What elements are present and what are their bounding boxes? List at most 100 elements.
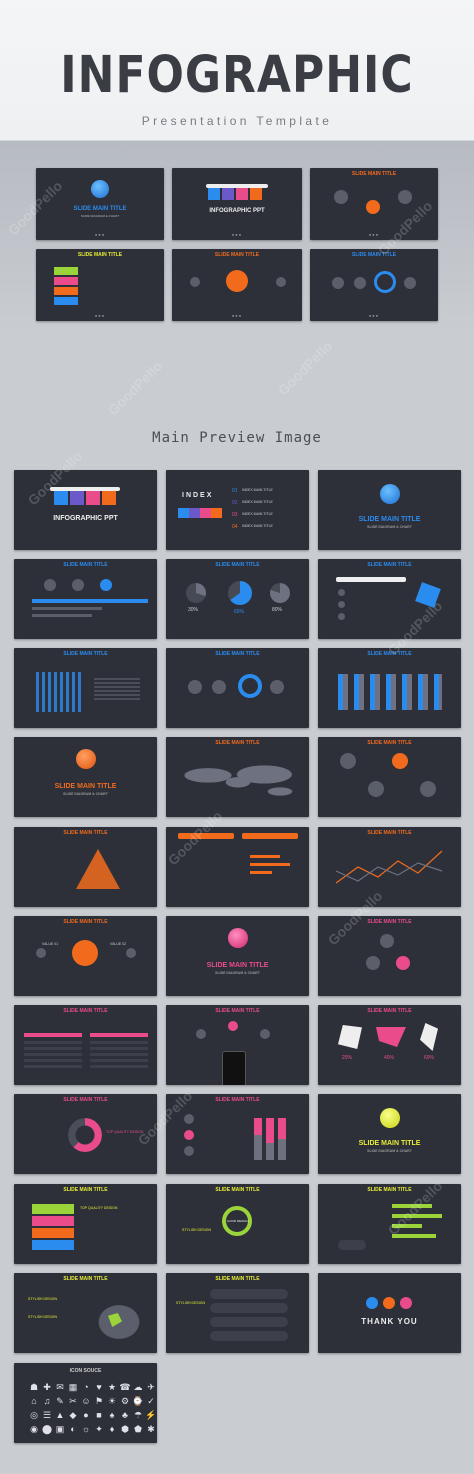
source-icon: ☀	[107, 1396, 117, 1406]
source-icon: ✱	[147, 1424, 155, 1434]
slide-title: INFOGRAPHIC PPT	[53, 515, 118, 522]
source-icon: ☰	[42, 1410, 52, 1420]
source-icon: ✓	[147, 1396, 155, 1406]
source-icon: ⌚	[132, 1396, 144, 1406]
source-icon: ♫	[43, 1396, 51, 1406]
preview-slide-3[interactable]: SLIDE MAIN TITLE SLIDE DIAGRAM & CHART	[318, 470, 461, 550]
preview-slide-12[interactable]: SLIDE MAIN TITLE	[318, 737, 461, 817]
source-icon: ✈	[147, 1382, 155, 1392]
source-icon: ☁	[133, 1382, 143, 1392]
source-icon: ◎	[30, 1410, 38, 1420]
source-icon: ▲	[55, 1410, 65, 1420]
source-icon: ⚡	[145, 1410, 157, 1420]
preview-slide-30[interactable]: THANK YOU	[318, 1273, 461, 1353]
source-icon: ⚙	[120, 1396, 130, 1406]
preview-slide-6[interactable]: SLIDE MAIN TITLE	[318, 559, 461, 639]
preview-slide-24[interactable]: SLIDE MAIN TITLE SLIDE DIAGRAM & CHART	[318, 1094, 461, 1174]
slide-sub: SLIDE DIAGRAM & CHART	[80, 214, 120, 218]
preview-slide-7[interactable]: SLIDE MAIN TITLE	[14, 648, 157, 728]
preview-slide-20[interactable]: SLIDE MAIN TITLE	[166, 1005, 309, 1085]
source-icon: ☺	[81, 1396, 91, 1406]
source-icon: ⬤	[41, 1424, 53, 1434]
preview-slide-22[interactable]: SLIDE MAIN TITLE TOP QUALITY DESIGN	[14, 1094, 157, 1174]
preview-slide-27[interactable]: SLIDE MAIN TITLE	[318, 1184, 461, 1264]
slide-title: SLIDE MAIN TITLE	[77, 252, 123, 258]
source-icon: ◆	[69, 1410, 77, 1420]
preview-slide-25[interactable]: SLIDE MAIN TITLE TOP QUALITY DESIGN	[14, 1184, 157, 1264]
preview-slide-2[interactable]: INDEX 01 02 03 04 INDEX MAIN TITLE INDEX…	[166, 470, 309, 550]
preview-slide-26[interactable]: SLIDE MAIN TITLE GOOD DESIGN STYLISH DES…	[166, 1184, 309, 1264]
preview-slide-10[interactable]: SLIDE MAIN TITLE SLIDE DIAGRAM & CHART	[14, 737, 157, 817]
source-icon: ■	[96, 1410, 102, 1420]
source-icon: ☂	[133, 1410, 143, 1420]
preview-slide-8[interactable]: SLIDE MAIN TITLE	[166, 648, 309, 728]
source-icon: ★	[107, 1382, 117, 1392]
preview-slide-15[interactable]: SLIDE MAIN TITLE	[318, 827, 461, 907]
preview-slide-16[interactable]: SLIDE MAIN TITLE VALUE 01 VALUE 02	[14, 916, 157, 996]
phone-icon	[222, 1051, 246, 1085]
top-slide-5[interactable]: SLIDE MAIN TITLE ●●●	[172, 249, 302, 321]
source-icon: ♠	[109, 1410, 115, 1420]
slide-title: SLIDE MAIN TITLE	[351, 252, 397, 258]
source-icon: ♦	[109, 1424, 115, 1434]
preview-heading: Main Preview Image	[152, 430, 322, 446]
preview-slide-5[interactable]: SLIDE MAIN TITLE 30% 65% 80%	[166, 559, 309, 639]
source-icon: ✂	[69, 1396, 77, 1406]
source-icon: ⌂	[31, 1396, 37, 1406]
world-map-icon	[178, 757, 298, 803]
slide-title: SLIDE MAIN TITLE	[214, 252, 260, 258]
source-icon: ▣	[55, 1424, 65, 1434]
source-icon: ▦	[68, 1382, 78, 1392]
blue-ball-icon	[91, 180, 109, 198]
pink-ball-icon	[228, 928, 248, 948]
source-icon: ♥	[96, 1382, 102, 1392]
top-slide-3[interactable]: SLIDE MAIN TITLE ●●●	[310, 168, 438, 240]
preview-slide-21[interactable]: SLIDE MAIN TITLE 20% 40% 60%	[318, 1005, 461, 1085]
thank-you-text: THANK YOU	[361, 1317, 418, 1326]
source-icon: ✦	[95, 1424, 103, 1434]
slide-title: SLIDE MAIN TITLE	[73, 206, 127, 212]
preview-slide-18[interactable]: SLIDE MAIN TITLE	[318, 916, 461, 996]
preview-slide-14[interactable]	[166, 827, 309, 907]
preview-slide-23[interactable]: SLIDE MAIN TITLE	[166, 1094, 309, 1174]
source-icon: ◐	[70, 1424, 76, 1434]
blue-ball-icon	[380, 484, 400, 504]
preview-slide-1[interactable]: INFOGRAPHIC PPT	[14, 470, 157, 550]
yellow-ball-icon	[380, 1108, 400, 1128]
preview-slide-31[interactable]: ICON SOUCE ☗ ✚ ✉ ▦ ◔ ♥ ★ ☎ ☁ ✈ ⌂ ♫ ✎ ✂ ☺ ⚑ ☀ ⚙ ⌚ ✓ ◎ ☰ ▲ ◆ ● ■ ♠ ♣ ☂…	[14, 1363, 157, 1443]
source-icon: ✉	[56, 1382, 64, 1392]
source-icon: ♣	[122, 1410, 128, 1420]
source-icon: ●	[83, 1410, 89, 1420]
source-icon: ☼	[81, 1424, 91, 1434]
preview-slide-29[interactable]: SLIDE MAIN TITLE STYLISH DESIGN	[166, 1273, 309, 1353]
preview-slide-13[interactable]: SLIDE MAIN TITLE	[14, 827, 157, 907]
page-title: INFOGRAPHIC	[60, 46, 414, 105]
source-icon: ☎	[119, 1382, 131, 1392]
slide-title: SLIDE MAIN TITLE	[351, 171, 397, 177]
source-icon: ◉	[30, 1424, 38, 1434]
icon-grid: ☗ ✚ ✉ ▦ ◔ ♥ ★ ☎ ☁ ✈ ⌂ ♫ ✎ ✂ ☺ ⚑ ☀ ⚙ ⌚ ✓ ◎ ☰ ▲ ◆ ● ■ ♠ ♣ ☂ ⚡ ◉ ⬤ ▣ ◐ ☼ ✦ ♦ ⬢ ⬟ ✱	[28, 1381, 157, 1435]
top-slide-6[interactable]: SLIDE MAIN TITLE ●●●	[310, 249, 438, 321]
page-subtitle: Presentation Template	[141, 114, 333, 128]
preview-slide-19[interactable]: SLIDE MAIN TITLE	[14, 1005, 157, 1085]
top-slide-2[interactable]: INFOGRAPHIC PPT ●●●	[172, 168, 302, 240]
preview-slide-4[interactable]: SLIDE MAIN TITLE	[14, 559, 157, 639]
preview-slide-28[interactable]: SLIDE MAIN TITLE STYLISH DESIGN STYLISH …	[14, 1273, 157, 1353]
source-icon: ⬟	[134, 1424, 142, 1434]
source-icon: ◔	[83, 1382, 89, 1392]
source-icon: ☗	[29, 1382, 39, 1392]
preview-slide-17[interactable]: SLIDE MAIN TITLE SLIDE DIAGRAM & CHART	[166, 916, 309, 996]
source-icon: ⚑	[94, 1396, 104, 1406]
source-icon: ✎	[56, 1396, 64, 1406]
source-icon: ⬢	[121, 1424, 129, 1434]
top-slide-1[interactable]: SLIDE MAIN TITLE SLIDE DIAGRAM & CHART ●…	[36, 168, 164, 240]
line-chart-icon	[335, 850, 443, 884]
preview-slide-9[interactable]: SLIDE MAIN TITLE	[318, 648, 461, 728]
preview-slide-11[interactable]: SLIDE MAIN TITLE	[166, 737, 309, 817]
slide-title: INFOGRAPHIC PPT	[209, 208, 265, 214]
orange-ball-icon	[76, 749, 96, 769]
slide-title: SLIDE MAIN TITLE	[358, 516, 421, 523]
index-title: INDEX	[182, 492, 214, 499]
source-icon: ✚	[43, 1382, 51, 1392]
top-slide-4[interactable]: SLIDE MAIN TITLE ●●●	[36, 249, 164, 321]
